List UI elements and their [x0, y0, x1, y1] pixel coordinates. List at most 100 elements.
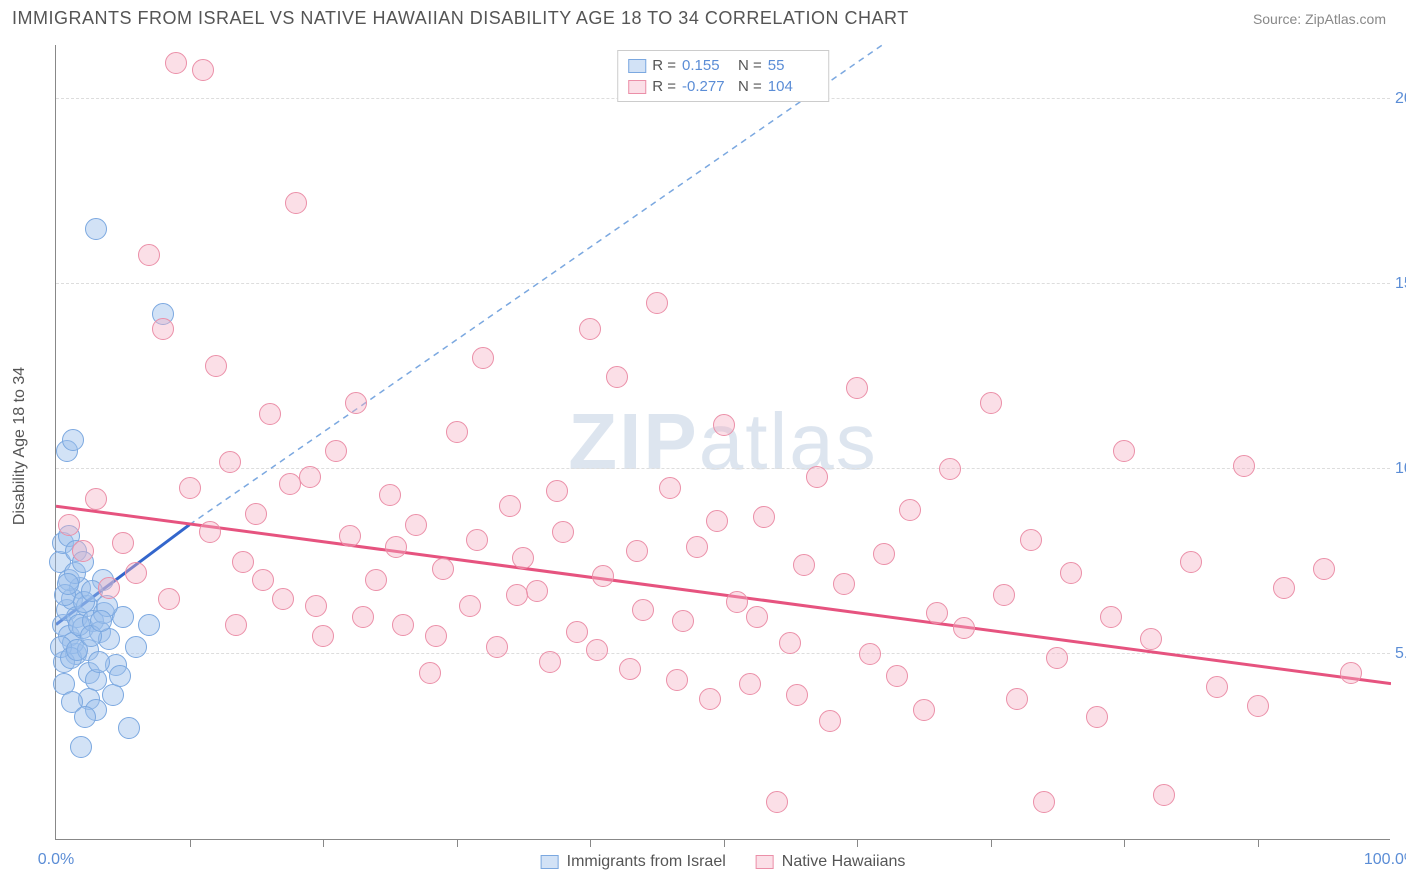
- data-point: [125, 562, 147, 584]
- data-point: [619, 658, 641, 680]
- data-point: [606, 366, 628, 388]
- data-point: [57, 573, 79, 595]
- gridline: [56, 653, 1390, 654]
- data-point: [199, 521, 221, 543]
- y-axis-label: Disability Age 18 to 34: [11, 367, 29, 525]
- data-point: [552, 521, 574, 543]
- data-point: [566, 621, 588, 643]
- stat-n-value: 104: [768, 78, 818, 95]
- data-point: [305, 595, 327, 617]
- data-point: [1340, 662, 1362, 684]
- data-point: [1113, 440, 1135, 462]
- data-point: [579, 318, 601, 340]
- data-point: [499, 495, 521, 517]
- data-point: [70, 736, 92, 758]
- data-point: [1247, 695, 1269, 717]
- data-point: [205, 355, 227, 377]
- x-tick: [724, 839, 725, 847]
- data-point: [339, 525, 361, 547]
- data-point: [1006, 688, 1028, 710]
- data-point: [980, 392, 1002, 414]
- data-point: [672, 610, 694, 632]
- data-point: [1153, 784, 1175, 806]
- data-point: [659, 477, 681, 499]
- stat-n-label: N =: [738, 57, 762, 74]
- data-point: [846, 377, 868, 399]
- data-point: [299, 466, 321, 488]
- data-point: [833, 573, 855, 595]
- data-point: [85, 218, 107, 240]
- data-point: [179, 477, 201, 499]
- data-point: [713, 414, 735, 436]
- data-point: [886, 665, 908, 687]
- series-legend: Immigrants from Israel Native Hawaiians: [541, 853, 906, 871]
- data-point: [459, 595, 481, 617]
- data-point: [125, 636, 147, 658]
- legend-series-label: Native Hawaiians: [782, 853, 906, 871]
- data-point: [405, 514, 427, 536]
- stat-n-label: N =: [738, 78, 762, 95]
- x-tick: [190, 839, 191, 847]
- chart-plot-area: ZIPatlas R = 0.155 N = 55 R = -0.277 N =…: [55, 45, 1390, 840]
- data-point: [819, 710, 841, 732]
- data-point: [766, 791, 788, 813]
- data-point: [98, 577, 120, 599]
- data-point: [806, 466, 828, 488]
- data-point: [726, 591, 748, 613]
- gridline: [56, 283, 1390, 284]
- data-point: [1140, 628, 1162, 650]
- y-tick-label: 15.0%: [1395, 275, 1406, 293]
- data-point: [259, 403, 281, 425]
- data-point: [138, 244, 160, 266]
- stat-r-label: R =: [652, 78, 676, 95]
- data-point: [993, 584, 1015, 606]
- legend-stat-row: R = -0.277 N = 104: [628, 76, 818, 97]
- data-point: [1020, 529, 1042, 551]
- data-point: [379, 484, 401, 506]
- data-point: [219, 451, 241, 473]
- stat-n-value: 55: [768, 57, 818, 74]
- data-point: [419, 662, 441, 684]
- data-point: [192, 59, 214, 81]
- data-point: [385, 536, 407, 558]
- data-point: [746, 606, 768, 628]
- data-point: [506, 584, 528, 606]
- data-point: [158, 588, 180, 610]
- x-tick: [857, 839, 858, 847]
- data-point: [526, 580, 548, 602]
- data-point: [666, 669, 688, 691]
- data-point: [539, 651, 561, 673]
- data-point: [446, 421, 468, 443]
- data-point: [686, 536, 708, 558]
- data-point: [632, 599, 654, 621]
- data-point: [285, 192, 307, 214]
- data-point: [1206, 676, 1228, 698]
- data-point: [425, 625, 447, 647]
- data-point: [72, 540, 94, 562]
- data-point: [913, 699, 935, 721]
- data-point: [252, 569, 274, 591]
- data-point: [88, 651, 110, 673]
- data-point: [118, 717, 140, 739]
- y-tick-label: 10.0%: [1395, 460, 1406, 478]
- data-point: [138, 614, 160, 636]
- data-point: [165, 52, 187, 74]
- chart-title: IMMIGRANTS FROM ISRAEL VS NATIVE HAWAIIA…: [12, 8, 909, 29]
- source-attribution: Source: ZipAtlas.com: [1253, 11, 1386, 27]
- data-point: [753, 506, 775, 528]
- data-point: [873, 543, 895, 565]
- legend-swatch: [541, 855, 559, 869]
- data-point: [352, 606, 374, 628]
- data-point: [899, 499, 921, 521]
- data-point: [646, 292, 668, 314]
- data-point: [626, 540, 648, 562]
- legend-series-item: Native Hawaiians: [756, 853, 906, 871]
- x-tick-label: 100.0%: [1364, 851, 1406, 869]
- data-point: [546, 480, 568, 502]
- data-point: [739, 673, 761, 695]
- data-point: [1180, 551, 1202, 573]
- stat-r-value: -0.277: [682, 78, 732, 95]
- data-point: [1273, 577, 1295, 599]
- data-point: [272, 588, 294, 610]
- data-point: [279, 473, 301, 495]
